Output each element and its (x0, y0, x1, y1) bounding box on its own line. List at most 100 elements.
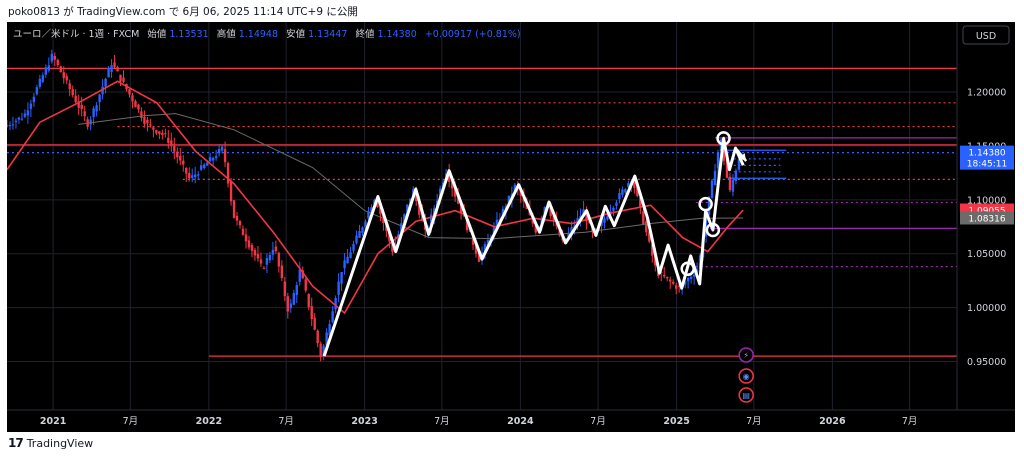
footer: 17 TradingView (8, 436, 93, 450)
candle-body (636, 185, 639, 197)
candle-body (89, 119, 92, 125)
currency-button-frame[interactable] (962, 25, 1010, 45)
candle-body (152, 127, 155, 130)
candle-body (585, 211, 588, 222)
candle-body (570, 227, 573, 233)
candle-body (669, 279, 672, 282)
candle-body (286, 296, 290, 312)
candle-body (719, 139, 723, 152)
candle-body (11, 124, 15, 126)
candle-body (155, 130, 158, 134)
candle-body (137, 104, 140, 110)
candle-body (651, 244, 654, 256)
candle-body (199, 165, 203, 170)
candle-body (26, 110, 30, 116)
candle-body (161, 132, 164, 135)
candle-body (271, 249, 275, 255)
candle-body (179, 155, 182, 161)
legend-symbol: ユーロ／米ドル · 1週 · FXCM (13, 28, 139, 40)
x-tick-label: 7月 (902, 416, 918, 427)
candle-body (710, 180, 714, 198)
candle-body (62, 72, 65, 79)
candle-body (722, 141, 726, 161)
candle-body (391, 241, 394, 252)
arrow-head (738, 153, 747, 162)
pivot-circles (680, 131, 731, 277)
candle-body (683, 281, 687, 285)
candle-body (259, 259, 263, 264)
candle-body (477, 252, 481, 262)
candle-body (316, 330, 319, 344)
candle-body (486, 239, 490, 247)
candle-body (331, 311, 334, 323)
candle-body (74, 95, 77, 103)
pivot-circle (716, 131, 731, 146)
symbol-legend: ユーロ／米ドル · 1週 · FXCM 始値 1.13531 高値 1.1494… (13, 28, 521, 40)
pivot-circle (698, 196, 713, 212)
candle-body (113, 62, 116, 68)
ma-fast-line (6, 80, 744, 315)
us-flag-icon: ▤ (738, 387, 754, 403)
globe-icon-glyph: ◉ (743, 372, 750, 381)
candle-body (280, 265, 284, 279)
x-tick-label: 7月 (123, 416, 139, 427)
candle-body (53, 55, 56, 60)
time-scale[interactable]: 2021 7月 2022 7月 2023 7月 2024 7月 2025 7月 2026 7月 (40, 416, 918, 427)
candle-body (671, 281, 675, 284)
candle-body (202, 164, 206, 168)
candle-body (283, 281, 287, 297)
candle-body (319, 343, 322, 357)
candle-body (205, 162, 209, 166)
candle-body (149, 124, 152, 126)
candle-body (310, 306, 313, 319)
chart-frame[interactable]: ⚡◉▤ 0.950001.000001.050001.100001.150001… (5, 22, 1015, 432)
candle-body (59, 66, 62, 73)
currency-button-label[interactable]: USD (976, 31, 996, 42)
candle-body (253, 249, 257, 256)
candle-body (725, 159, 729, 178)
candle-body (107, 68, 110, 78)
candle-body (731, 180, 735, 192)
candle-body (304, 279, 307, 291)
x-tick-label: 2023 (351, 416, 377, 427)
footer-brand: TradingView (26, 436, 94, 450)
candle-body (663, 274, 666, 277)
candle-body (56, 59, 59, 66)
event-icons[interactable]: ⚡ ◉ ▤ (738, 347, 754, 403)
candle-body (232, 200, 236, 218)
candle-body (217, 149, 221, 154)
candle-body (633, 178, 636, 188)
y-tick-label: 1.05000 (967, 249, 1006, 260)
candle-body (35, 87, 39, 95)
candle-body (615, 202, 618, 206)
candle-body (167, 137, 170, 143)
price-chart[interactable]: ⚡◉▤ 0.950001.000001.050001.100001.150001… (5, 22, 1015, 432)
zigzag-line (322, 136, 745, 357)
candle-body (642, 211, 645, 225)
candle-body (438, 188, 442, 199)
lightning-icon-glyph: ⚡ (743, 351, 749, 360)
candle-body (334, 298, 337, 310)
legend-low-value: 1.13447 (308, 29, 347, 40)
currency-button[interactable]: USD (962, 25, 1010, 45)
candle-body (80, 104, 83, 110)
candle-body (400, 223, 403, 234)
candle-body (262, 267, 266, 269)
candle-body (645, 221, 648, 233)
candle-body (83, 111, 86, 117)
candle-body (313, 317, 316, 330)
candle-body (728, 176, 732, 191)
ma-price-value: 1.08316 (968, 214, 1005, 224)
publish-caption: poko0813 が TradingView.com で 6月 06, 2025… (8, 6, 358, 18)
zigzag-arrow (734, 147, 748, 162)
candle-body (65, 76, 68, 81)
candle-body (92, 108, 95, 117)
x-tick-label: 7月 (746, 416, 762, 427)
candle-body (223, 149, 227, 163)
candle-body (325, 332, 328, 346)
candle-body (340, 272, 343, 284)
countdown-value: 18:45:11 (967, 160, 1007, 170)
tradingview-logo-icon: 17 (8, 436, 24, 450)
candle-body (182, 160, 185, 165)
candle-body (639, 196, 642, 207)
